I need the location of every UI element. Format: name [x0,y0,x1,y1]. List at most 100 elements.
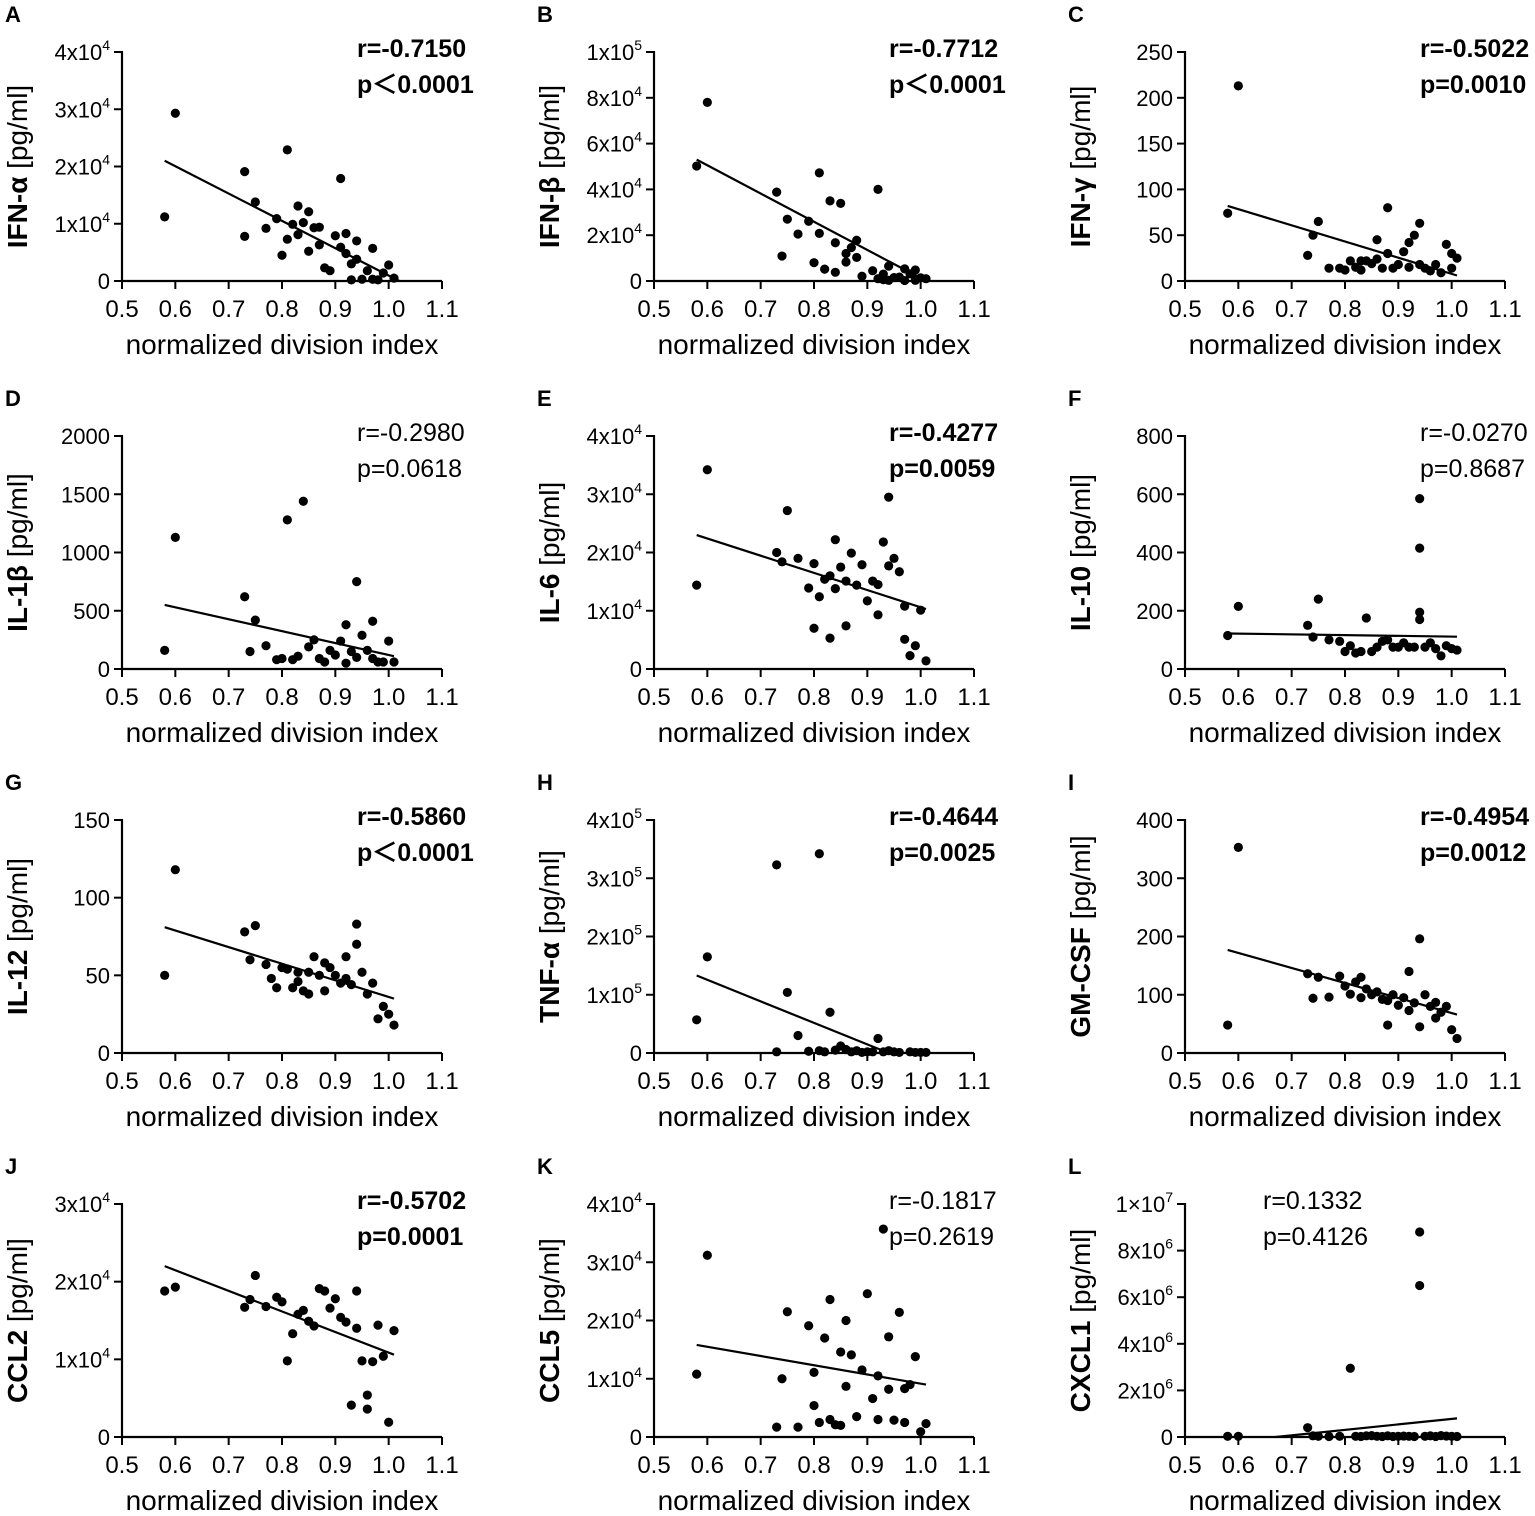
x-tick-label: 0.7 [212,296,245,323]
data-point [873,579,883,590]
data-point [1372,987,1382,997]
data-point [1452,645,1462,655]
data-point [809,1367,819,1377]
data-point [830,535,840,545]
data-point [384,636,394,646]
data-point [352,577,362,587]
y-tick-label: 3x104 [54,1189,110,1217]
y-axis-label: IL-6 [pg/ml] [534,482,565,624]
data-point [857,560,867,570]
data-point [804,1321,814,1331]
y-tick-label: 200 [1136,925,1173,950]
data-point [362,989,372,999]
data-point [378,1351,388,1361]
y-tick-label: 1x105 [586,980,642,1008]
data-point [862,1289,872,1299]
x-tick-label: 0.5 [637,684,670,711]
y-tick-label: 200 [1136,599,1173,624]
data-point [170,108,180,118]
data-point [1303,969,1313,979]
data-point [782,987,792,998]
data-point [1233,1431,1243,1441]
data-point [1345,641,1355,651]
data-point [293,651,303,661]
data-point [804,1046,814,1056]
x-tick-label: 0.9 [1382,296,1415,323]
data-point [352,919,362,929]
data-point [900,1417,910,1428]
data-point [170,532,180,542]
data-point [1345,1363,1355,1373]
y-tick-label: 2x104 [54,1267,110,1295]
y-axis-label: GM-CSF [pg/ml] [1065,835,1096,1037]
data-point [873,1033,883,1044]
stat-p: p=0.0010 [1420,71,1526,99]
data-point [1415,1280,1425,1291]
x-tick-label: 0.8 [265,1452,298,1479]
data-point [1383,248,1393,259]
x-tick-label: 1.0 [904,296,937,323]
data-point [1452,1033,1462,1044]
data-point [240,231,250,241]
data-point [772,1047,782,1057]
data-point [1425,638,1435,648]
data-point [1303,250,1313,260]
data-point [245,646,255,657]
data-point [873,184,883,194]
data-point [293,967,303,977]
stat-r: r=-0.4644 [889,803,998,831]
data-point [240,927,250,937]
data-point [373,1320,383,1330]
x-tick-label: 1.1 [425,296,458,323]
data-point [1313,594,1323,604]
data-point [309,952,319,962]
data-point [1356,993,1366,1003]
x-tick-label: 0.5 [1168,296,1201,323]
data-point [1383,203,1393,213]
panel-label: A [5,2,21,27]
data-point [702,97,712,107]
x-tick-label: 0.7 [212,1452,245,1479]
data-point [910,641,920,651]
data-point [330,650,340,660]
y-tick-label: 4x104 [586,174,642,202]
x-tick-label: 1.0 [1435,296,1468,323]
x-tick-label: 1.1 [957,684,990,711]
data-point [868,1047,878,1057]
x-tick-label: 0.9 [319,1068,352,1095]
stat-p: p=0.0618 [357,455,462,483]
x-tick-label: 1.1 [1488,1068,1521,1095]
y-tick-label: 2x104 [54,152,110,180]
data-point [777,1374,787,1384]
regression-line [1275,1417,1458,1439]
data-point [782,1307,792,1317]
x-tick-label: 0.5 [105,684,138,711]
y-tick-label: 50 [1149,223,1173,248]
panel-label: E [537,386,552,411]
data-point [341,248,351,259]
panel-label: D [5,386,21,411]
data-point [1313,1431,1323,1441]
panel-d: D 0.5 0.6 0.7 0.8 0.9 1.0 1.1 0 500 1000 1500 2000 no… [2,386,465,748]
y-axis-label: CCL5 [pg/ml] [534,1238,565,1403]
data-point [841,576,851,586]
x-tick-label: 1.1 [1488,684,1521,711]
data-point [330,231,340,241]
data-point [1415,218,1425,228]
data-point [384,260,394,270]
x-axis-label: normalized division index [126,717,439,748]
data-point [862,596,872,606]
data-point [814,228,824,238]
data-point [702,1250,712,1260]
panel-b: B 0.5 0.6 0.7 0.8 0.9 1.0 1.1 0 2x104 4x104 6x104 8x… [534,2,1006,360]
data-point [266,973,276,984]
stat-r: r=-0.5022 [1420,35,1529,63]
data-point [261,1301,271,1312]
data-point [884,561,894,571]
x-tick-label: 1.0 [1435,1068,1468,1095]
x-tick-label: 0.5 [637,1452,670,1479]
data-point [852,235,862,245]
data-point [389,273,399,283]
data-point [878,537,888,547]
x-tick-label: 0.5 [1168,1452,1201,1479]
